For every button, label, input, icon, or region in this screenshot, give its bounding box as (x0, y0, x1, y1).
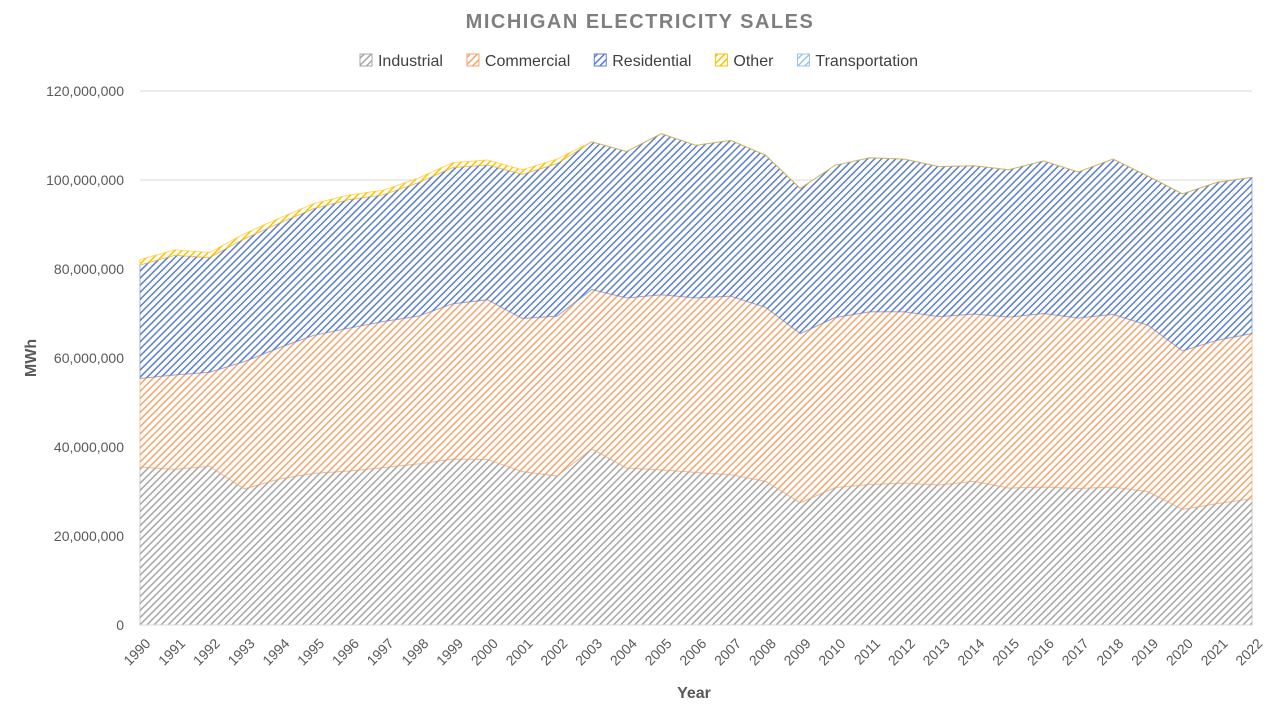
x-tick-label: 2014 (954, 635, 987, 668)
legend-swatch (359, 53, 373, 67)
y-tick-label: 80,000,000 (54, 261, 124, 277)
x-tick-label: 2004 (607, 635, 640, 668)
x-tick-label: 1993 (224, 635, 257, 668)
x-axis-ticks: 1990 1991 1992 1993 1994 1995 1996 1997 1998 1999… (120, 635, 1265, 668)
x-tick-label: 1996 (329, 635, 362, 668)
legend-item-industrial: Industrial (359, 53, 443, 70)
x-tick-label: 1995 (294, 635, 327, 668)
x-tick-label: 2006 (676, 635, 709, 668)
x-tick-label: 1994 (259, 635, 292, 668)
x-tick-label: 2018 (1093, 635, 1126, 668)
legend-label: Transportation (815, 53, 918, 70)
x-tick-label: 2011 (851, 635, 884, 668)
area-other (139, 133, 1253, 266)
y-axis-ticks: 0 20,000,000 40,000,000 60,000,000 80,000,00… (46, 83, 124, 633)
x-tick-label: 1999 (433, 635, 466, 668)
legend-swatch (796, 53, 810, 67)
x-tick-label: 2000 (468, 635, 501, 668)
x-tick-label: 2016 (1024, 635, 1057, 668)
x-tick-label: 2007 (711, 635, 744, 668)
legend-swatch (714, 53, 728, 67)
x-tick-label: 2017 (1058, 635, 1091, 668)
x-tick-label: 1997 (363, 635, 396, 668)
x-tick-label: 1990 (120, 635, 153, 668)
x-tick-label: 2003 (572, 635, 605, 668)
x-tick-label: 1991 (155, 635, 188, 668)
area-series (139, 133, 1253, 626)
y-axis-title: MWh (23, 339, 40, 377)
legend-swatch (466, 53, 480, 67)
legend-swatch (593, 53, 607, 67)
y-tick-label: 120,000,000 (46, 83, 124, 99)
legend: Industrial Commercial Residential Other Tran… (359, 53, 918, 70)
legend-item-transportation: Transportation (796, 53, 918, 70)
y-tick-label: 0 (116, 617, 124, 633)
y-tick-label: 60,000,000 (54, 350, 124, 366)
y-tick-label: 100,000,000 (46, 172, 124, 188)
x-tick-label: 2013 (919, 635, 952, 668)
x-tick-label: 2001 (502, 635, 535, 668)
x-tick-label: 2020 (1163, 635, 1196, 668)
x-tick-label: 2021 (1197, 635, 1230, 668)
x-tick-label: 2015 (989, 635, 1022, 668)
y-tick-label: 40,000,000 (54, 439, 124, 455)
x-tick-label: 2012 (885, 635, 918, 668)
y-tick-label: 20,000,000 (54, 528, 124, 544)
legend-label: Residential (612, 53, 691, 70)
x-tick-label: 1992 (190, 635, 223, 668)
x-tick-label: 2009 (780, 635, 813, 668)
legend-item-other: Other (714, 53, 774, 70)
legend-label: Commercial (485, 53, 570, 70)
x-tick-label: 2022 (1232, 635, 1265, 668)
x-tick-label: 2002 (537, 635, 570, 668)
x-tick-label: 2008 (746, 635, 779, 668)
legend-item-residential: Residential (593, 53, 691, 70)
legend-label: Industrial (378, 53, 443, 70)
x-tick-label: 1998 (398, 635, 431, 668)
x-tick-label: 2019 (1128, 635, 1161, 668)
chart-title: MICHIGAN ELECTRICITY SALES (466, 11, 815, 33)
legend-label: Other (733, 53, 774, 70)
x-tick-label: 2005 (641, 635, 674, 668)
x-axis-title: Year (677, 685, 711, 702)
x-tick-label: 2010 (815, 635, 848, 668)
legend-item-commercial: Commercial (466, 53, 570, 70)
